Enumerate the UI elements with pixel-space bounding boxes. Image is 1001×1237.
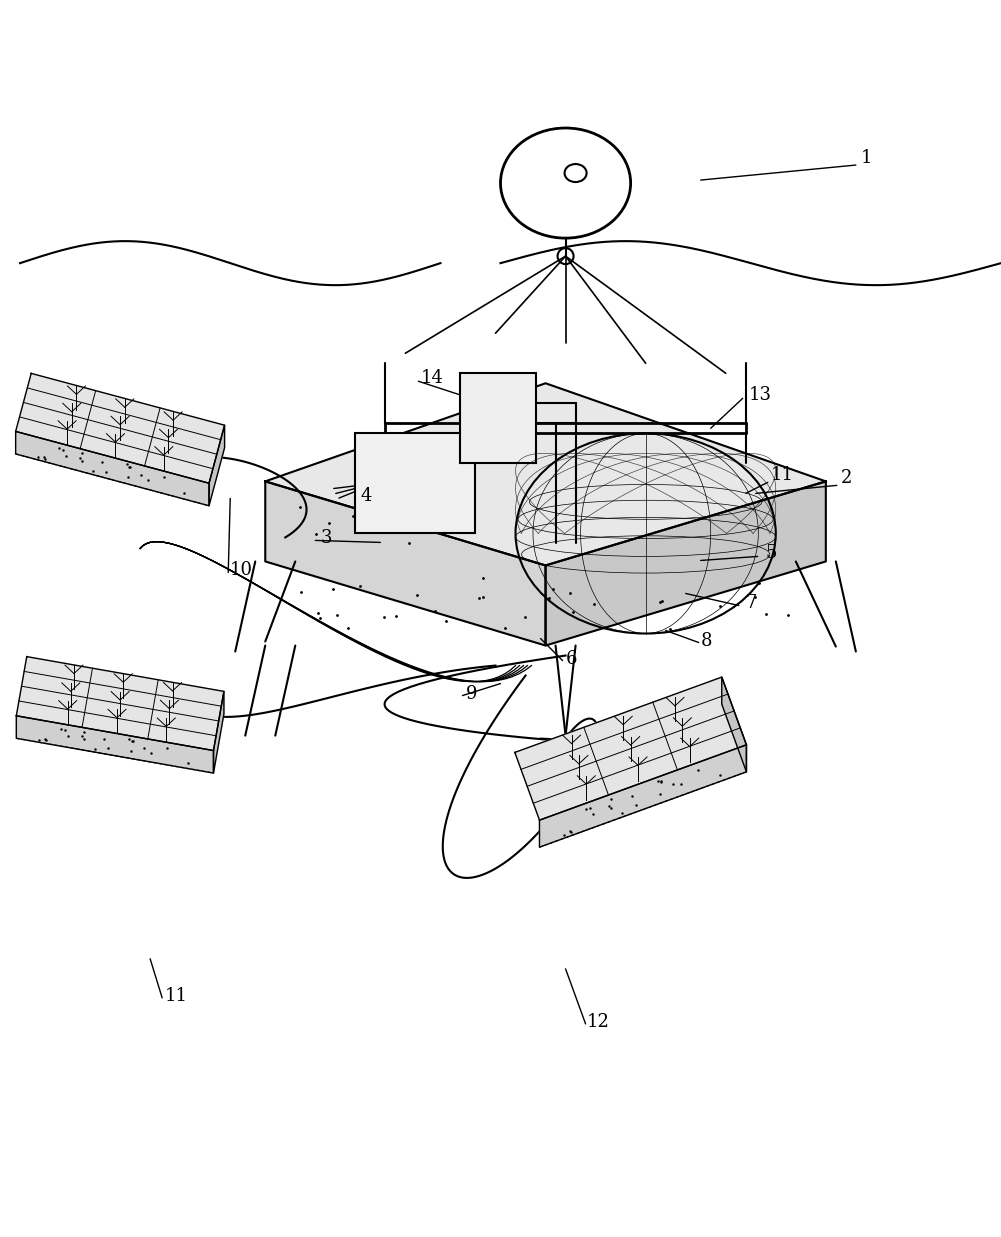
Text: 3: 3 (320, 529, 331, 548)
Text: 10: 10 (230, 562, 253, 579)
Polygon shape (540, 745, 747, 847)
Text: 6: 6 (566, 649, 577, 668)
Text: 2: 2 (841, 469, 852, 487)
Polygon shape (265, 481, 546, 646)
Polygon shape (722, 677, 747, 772)
Text: 14: 14 (420, 370, 443, 387)
FancyBboxPatch shape (355, 433, 475, 533)
Text: 9: 9 (465, 684, 476, 703)
Polygon shape (213, 691, 224, 773)
Polygon shape (209, 426, 224, 506)
Text: 11: 11 (771, 466, 794, 485)
Polygon shape (16, 374, 224, 484)
Text: 13: 13 (749, 386, 772, 404)
Text: 1: 1 (861, 148, 872, 167)
Polygon shape (515, 677, 747, 820)
Text: 8: 8 (701, 632, 712, 649)
Polygon shape (265, 383, 826, 565)
Polygon shape (16, 716, 213, 773)
Text: 7: 7 (746, 595, 757, 612)
Polygon shape (16, 432, 209, 506)
Polygon shape (546, 481, 826, 646)
FancyBboxPatch shape (460, 374, 536, 464)
Text: 11: 11 (165, 987, 188, 1004)
Text: 12: 12 (587, 1013, 610, 1030)
Text: 5: 5 (766, 544, 777, 563)
Polygon shape (16, 657, 224, 751)
Text: 4: 4 (360, 487, 371, 506)
